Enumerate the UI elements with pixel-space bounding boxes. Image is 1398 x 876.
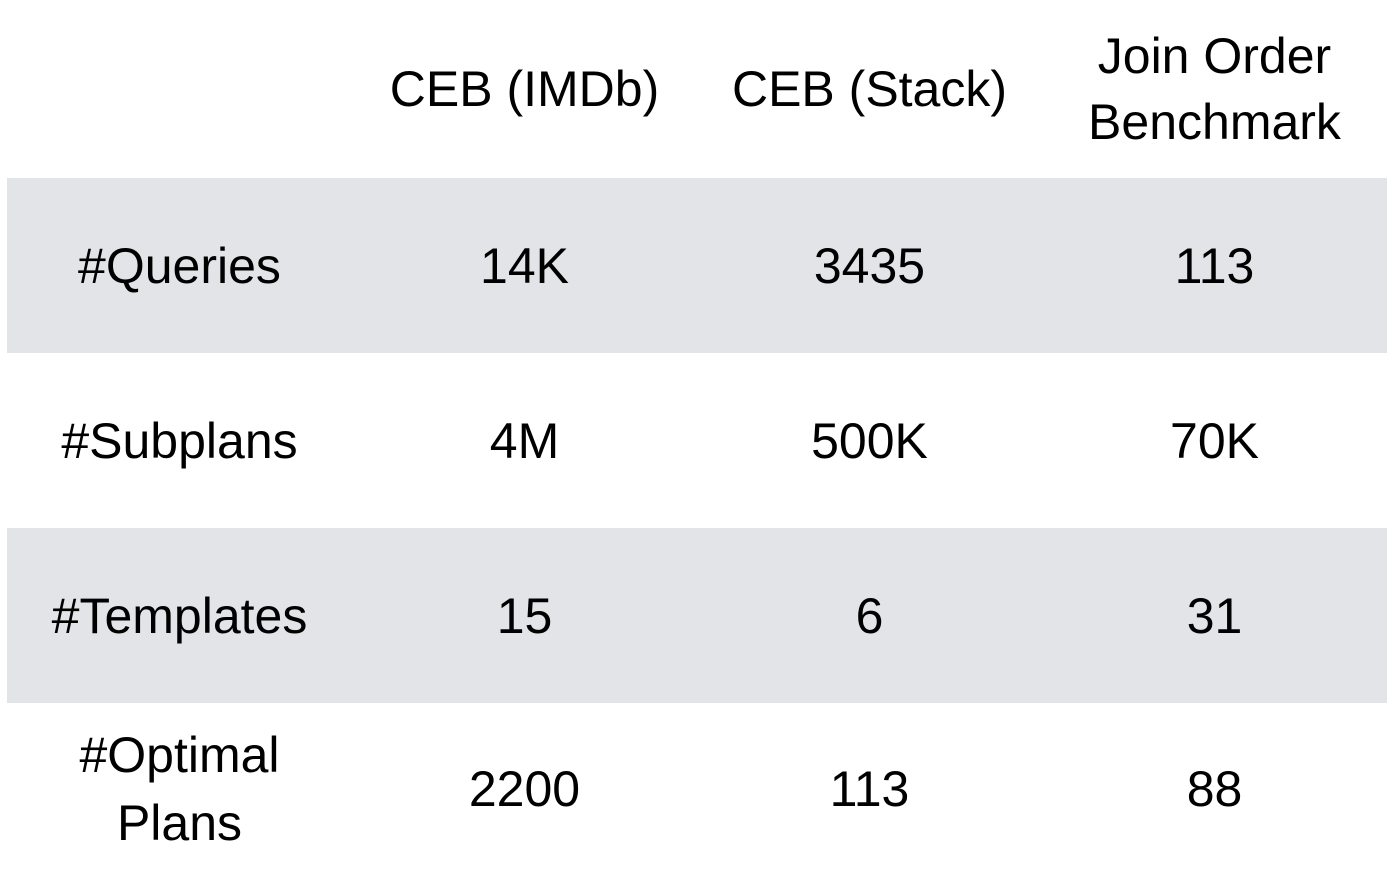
table-row: #Queries 14K 3435 113 [7,178,1387,353]
table-cell: 113 [829,761,910,817]
table-cell: 500K [811,412,928,469]
header-ceb-stack: CEB (Stack) [731,61,1008,117]
header-empty-cell [7,0,352,178]
table-row: #Subplans 4M 500K 70K [7,353,1387,528]
row-label-subplans: #Subplans [61,412,298,469]
table-cell: 70K [1170,412,1259,469]
table-cell: 3435 [813,237,926,294]
benchmark-comparison-table: CEB (IMDb) CEB (Stack) Join Order Benchm… [7,0,1387,875]
row-label-queries: #Queries [78,237,281,294]
table-cell: 88 [1186,761,1243,817]
table-cell: 14K [480,237,569,294]
table-header-row: CEB (IMDb) CEB (Stack) Join Order Benchm… [7,0,1387,178]
header-join-order-benchmark: Join Order Benchmark [1088,28,1341,150]
header-ceb-imdb: CEB (IMDb) [389,61,660,117]
table-cell: 113 [1174,237,1255,294]
row-label-optimal-plans: #Optimal Plans [79,727,280,851]
table-cell: 4M [489,412,560,469]
table-cell: 15 [496,587,553,644]
table-row: #Templates 15 6 31 [7,528,1387,703]
table-cell: 31 [1186,587,1243,644]
table-cell: 2200 [468,761,581,817]
table-row: #Optimal Plans 2200 113 88 [7,703,1387,875]
row-label-templates: #Templates [51,587,308,644]
table-cell: 6 [855,587,884,644]
